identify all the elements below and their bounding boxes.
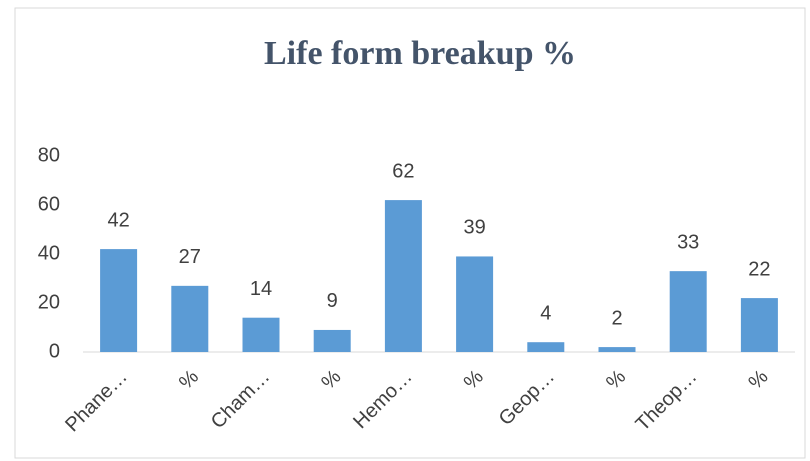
- data-label: 42: [107, 209, 129, 231]
- bar: [384, 200, 422, 352]
- bar: [100, 249, 138, 352]
- bar: [456, 256, 494, 352]
- data-label: 2: [611, 307, 622, 329]
- bar: [598, 347, 636, 352]
- data-label: 22: [748, 258, 770, 280]
- bar: [669, 271, 707, 352]
- y-tick-label: 20: [38, 291, 60, 313]
- data-label: 9: [327, 290, 338, 312]
- y-tick-label: 80: [38, 144, 60, 166]
- bar: [527, 342, 565, 352]
- bar: [242, 317, 280, 352]
- y-tick-label: 40: [38, 242, 60, 264]
- y-tick-label: 60: [38, 193, 60, 215]
- data-label: 14: [250, 278, 272, 300]
- data-label: 39: [463, 217, 485, 239]
- bar: [740, 298, 778, 352]
- bar: [171, 285, 209, 352]
- data-label: 33: [677, 231, 699, 253]
- data-label: 27: [179, 246, 201, 268]
- bar: [313, 329, 351, 352]
- data-label: 4: [540, 302, 551, 324]
- data-label: 62: [392, 160, 414, 182]
- chart-title: Life form breakup %: [264, 35, 576, 72]
- y-tick-label: 0: [49, 340, 60, 362]
